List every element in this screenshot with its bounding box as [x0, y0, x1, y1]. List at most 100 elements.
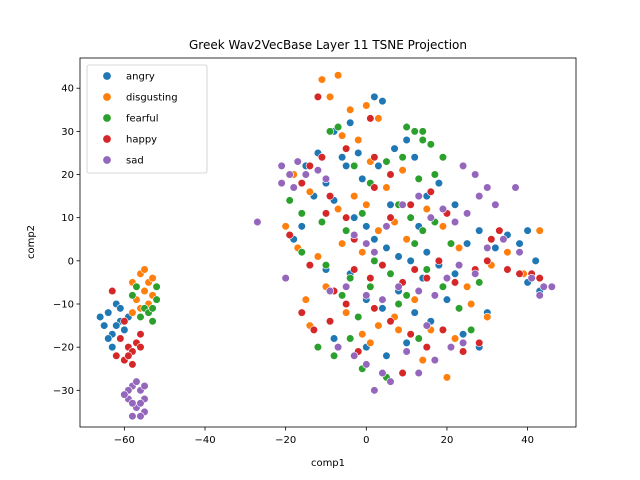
- point-fearful-48: [414, 334, 423, 343]
- point-sad-22: [321, 174, 331, 183]
- point-disgusting-22: [305, 187, 314, 196]
- x-tick-label-2: −20: [275, 435, 296, 446]
- point-sad-47: [394, 282, 403, 291]
- point-angry-6: [96, 312, 105, 322]
- point-angry-32: [382, 243, 391, 252]
- point-fearful-14: [426, 140, 435, 149]
- point-angry-1: [104, 308, 113, 317]
- point-fearful-16: [418, 127, 427, 136]
- point-disgusting-7: [128, 308, 137, 317]
- point-disgusting-60: [467, 299, 476, 309]
- point-disgusting-18: [338, 131, 347, 140]
- point-angry-63: [450, 200, 460, 209]
- point-happy-27: [426, 187, 435, 196]
- point-disgusting-47: [342, 308, 351, 317]
- point-disgusting-8: [140, 265, 149, 274]
- y-tick-label-1: −20: [53, 343, 74, 354]
- point-happy-13: [366, 114, 375, 123]
- point-angry-61: [434, 179, 443, 188]
- point-angry-38: [463, 239, 472, 248]
- point-happy-18: [386, 170, 395, 179]
- point-fearful-26: [342, 226, 351, 235]
- point-fearful-56: [410, 239, 419, 248]
- point-fearful-33: [297, 248, 306, 257]
- point-sad-21: [289, 183, 298, 192]
- point-happy-54: [422, 343, 431, 352]
- point-fearful-55: [370, 256, 379, 265]
- point-disgusting-33: [358, 248, 367, 257]
- x-tick-label-4: 20: [441, 435, 454, 446]
- point-disgusting-24: [333, 204, 343, 214]
- point-happy-53: [406, 330, 415, 339]
- point-disgusting-27: [382, 183, 391, 192]
- point-fearful-20: [382, 157, 391, 166]
- point-happy-38: [422, 274, 431, 283]
- point-sad-45: [362, 291, 371, 300]
- point-fearful-21: [414, 174, 423, 183]
- point-fearful-32: [446, 239, 456, 248]
- point-disgusting-48: [358, 330, 367, 339]
- point-happy-15: [370, 153, 379, 162]
- y-axis-label: comp2: [26, 225, 37, 259]
- point-angry-58: [329, 334, 339, 343]
- point-disgusting-34: [374, 226, 383, 235]
- point-angry-8: [108, 343, 117, 352]
- point-sad-38: [515, 248, 524, 257]
- point-angry-57: [402, 338, 411, 347]
- point-angry-11: [112, 321, 121, 330]
- point-fearful-8: [148, 304, 157, 313]
- point-sad-18: [277, 179, 286, 188]
- point-fearful-54: [475, 278, 484, 287]
- point-angry-40: [491, 243, 500, 252]
- point-sad-56: [362, 360, 371, 369]
- point-sad-64: [458, 161, 468, 170]
- y-tick-label-2: −10: [53, 300, 74, 311]
- point-sad-26: [382, 222, 391, 231]
- point-disgusting-39: [454, 243, 464, 252]
- point-happy-51: [370, 304, 379, 313]
- y-tick-label-3: 0: [68, 256, 74, 267]
- point-happy-42: [487, 235, 496, 244]
- point-sad-17: [293, 157, 302, 166]
- point-angry-5: [104, 334, 113, 343]
- point-angry-43: [523, 226, 532, 235]
- point-sad-44: [342, 282, 351, 291]
- point-fearful-18: [350, 161, 359, 170]
- point-fearful-9: [325, 127, 335, 136]
- x-axis-ticks: −60 −40 −20 0 20 40: [114, 427, 534, 446]
- point-fearful-13: [418, 135, 427, 145]
- y-tick-label-0: −30: [53, 386, 74, 397]
- point-sad-32: [463, 209, 472, 218]
- point-disgusting-51: [410, 295, 419, 304]
- point-disgusting-53: [442, 373, 452, 382]
- point-angry-25: [402, 135, 411, 145]
- point-happy-17: [305, 161, 314, 170]
- point-sad-60: [414, 368, 423, 378]
- point-happy-25: [386, 213, 395, 222]
- point-sad-34: [483, 183, 492, 192]
- point-sad-10: [140, 381, 149, 391]
- point-happy-47: [309, 325, 318, 334]
- point-happy-35: [378, 261, 387, 270]
- point-sad-58: [386, 377, 395, 386]
- point-disgusting-15: [362, 101, 371, 110]
- point-fearful-27: [358, 209, 367, 218]
- point-fearful-4: [128, 291, 137, 300]
- point-fearful-39: [422, 265, 431, 274]
- point-fearful-30: [418, 226, 427, 235]
- point-happy-7: [128, 360, 137, 369]
- point-fearful-34: [321, 261, 331, 270]
- legend-marker-fearful: [102, 113, 112, 123]
- point-disgusting-36: [402, 235, 411, 244]
- point-sad-42: [547, 282, 556, 291]
- point-happy-22: [321, 209, 331, 218]
- point-sad-52: [471, 269, 480, 278]
- point-happy-14: [342, 144, 351, 153]
- point-angry-65: [386, 200, 395, 209]
- points-layer: [96, 71, 556, 421]
- point-happy-60: [483, 256, 492, 265]
- point-disgusting-28: [398, 166, 407, 175]
- point-happy-37: [410, 265, 419, 274]
- point-sad-59: [402, 347, 411, 356]
